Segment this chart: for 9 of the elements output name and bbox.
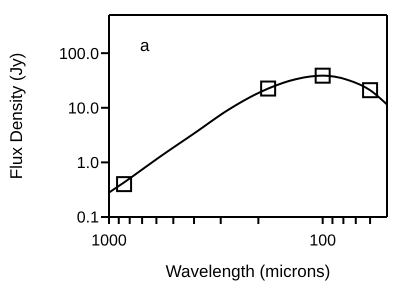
y-axis-title: Flux Density (Jy) <box>7 52 26 180</box>
y-tick-label: 0.1 <box>76 210 100 227</box>
x-tick-label: 100 <box>309 232 336 250</box>
x-tick-label: 1000 <box>91 232 127 250</box>
annotation: a <box>140 36 150 55</box>
y-tick-label: 100.0 <box>58 46 100 63</box>
x-axis-title: Wavelength (microns) <box>166 262 330 281</box>
y-tick-label: 10.0 <box>68 100 100 118</box>
y-tick-label: 1.0 <box>76 155 100 172</box>
